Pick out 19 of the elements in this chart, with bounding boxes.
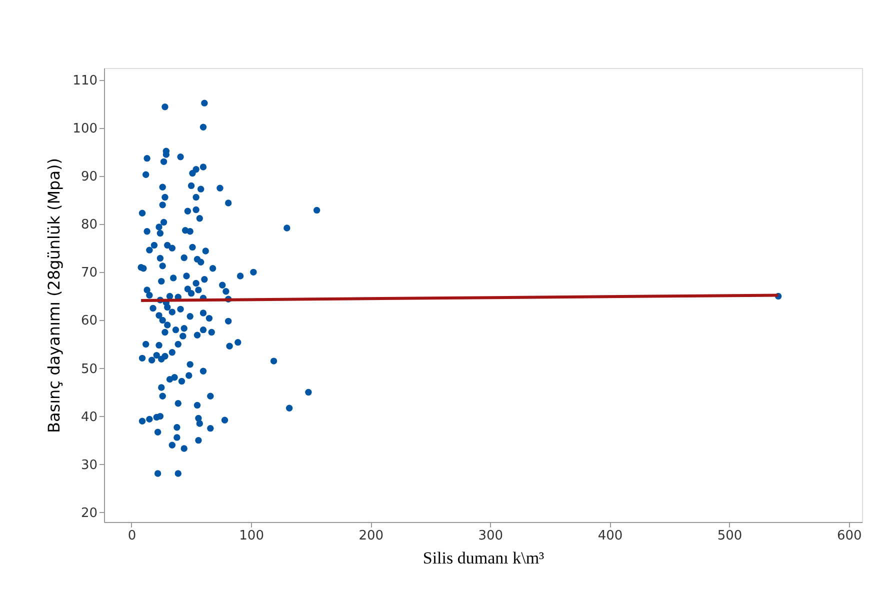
x-tick-label: 500 — [717, 528, 742, 544]
y-tick-label: 90 — [80, 170, 98, 185]
x-tick-label: 200 — [358, 528, 384, 544]
y-tick-label: 100 — [72, 122, 98, 137]
y-tick-label: 30 — [80, 458, 98, 473]
x-tick-label: 600 — [836, 528, 862, 544]
x-axis-title: Silis dumanı k\m³ — [422, 548, 544, 568]
y-tick-label: 70 — [80, 266, 98, 281]
x-tick-label: 0 — [128, 528, 136, 544]
y-tick-label: 20 — [80, 506, 98, 521]
y-tick-label: 110 — [72, 74, 98, 89]
y-tick-label: 40 — [80, 410, 98, 425]
y-tick-label: 60 — [80, 314, 98, 329]
x-tick-label: 400 — [598, 528, 623, 544]
y-tick-label: 50 — [80, 362, 98, 377]
x-tick-label: 100 — [239, 528, 264, 544]
y-axis-title: Basınç dayanımı (28günlük (Mpa)) — [44, 158, 64, 433]
y-tick-label: 80 — [80, 218, 98, 233]
x-tick-label: 300 — [478, 528, 504, 544]
